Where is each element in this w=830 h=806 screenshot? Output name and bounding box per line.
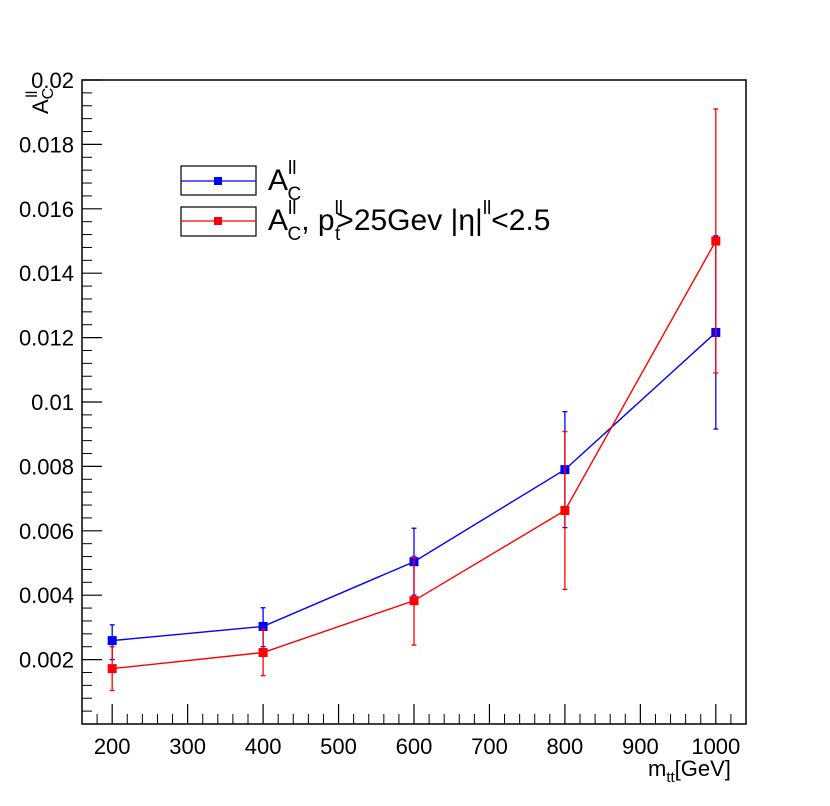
- x-axis-title: mtt[GeV]: [648, 756, 731, 786]
- y-tick-label: 0.018: [19, 132, 74, 157]
- legend-entry-red: All C, pll t>25Gev |η|ll<2.5: [180, 198, 551, 245]
- legend-red-rest: , p: [301, 204, 334, 237]
- data-point-red: [711, 236, 721, 246]
- axis-ticks: [81, 79, 747, 724]
- y-tick-label: 0.01: [31, 390, 74, 415]
- x-axis-title-main: m: [648, 756, 666, 781]
- data-point-red: [409, 596, 419, 606]
- x-tick-label: 800: [547, 734, 584, 759]
- y-tick-label: 0.012: [19, 326, 74, 351]
- legend-red-sub: C: [287, 224, 301, 245]
- x-tick-label: 400: [245, 734, 282, 759]
- y-tick-label: 0.006: [19, 519, 74, 544]
- legend: All C All C, pll t>25Gev |η|ll<2.5: [180, 158, 551, 245]
- x-axis-title-suffix: [GeV]: [675, 756, 731, 781]
- y-tick-label: 0.008: [19, 454, 74, 479]
- y-tick-label: 0.016: [19, 197, 74, 222]
- y-tick-label: 0.002: [19, 648, 74, 673]
- y-axis-title-sub: C: [40, 88, 57, 100]
- legend-label-red: All C, pll t>25Gev |η|ll<2.5: [268, 198, 551, 245]
- legend-marker-red: [214, 217, 222, 225]
- legend-red-main: A: [268, 204, 288, 237]
- y-tick-label: 0.02: [31, 68, 74, 93]
- legend-red-rest2-sup: ll: [483, 198, 491, 219]
- legend-red-sup: ll: [288, 198, 296, 219]
- legend-marker-blue: [214, 177, 222, 185]
- legend-red-rest-sub: t: [335, 224, 341, 245]
- data-point-blue: [258, 621, 268, 631]
- y-axis-title-sup: ll: [24, 91, 41, 98]
- x-tick-label: 700: [471, 734, 508, 759]
- x-axis-title-sub: tt: [666, 769, 675, 786]
- legend-blue-sup: ll: [288, 158, 296, 179]
- legend-blue-main: A: [268, 164, 288, 197]
- y-tick-labels: 0.002 0.004 0.006 0.008 0.01 0.012 0.014 0.016 0…: [19, 68, 74, 673]
- x-tick-label: 600: [396, 734, 433, 759]
- legend-red-rest3: <2.5: [491, 204, 550, 237]
- data-point-red: [107, 664, 117, 674]
- data-point-blue: [107, 636, 117, 646]
- legend-red-rest-sup: ll: [335, 198, 343, 219]
- data-point-red: [258, 648, 268, 658]
- legend-entry-blue: All C: [180, 158, 301, 205]
- legend-label-blue: All C: [268, 158, 301, 205]
- x-tick-label: 1000: [691, 734, 740, 759]
- x-tick-labels: 200 300 400 500 600 700 800 900 1000: [94, 734, 740, 759]
- x-tick-label: 300: [169, 734, 206, 759]
- legend-red-rest2: >25Gev |η|: [336, 204, 483, 237]
- y-tick-label: 0.014: [19, 261, 74, 286]
- series-layer: [107, 108, 721, 692]
- legend-blue-sub: C: [287, 184, 301, 205]
- y-axis-title: ACll: [24, 88, 57, 114]
- x-tick-label: 900: [622, 734, 659, 759]
- x-tick-label: 500: [320, 734, 357, 759]
- svg-text:ACll: ACll: [24, 88, 57, 114]
- series-red: [107, 108, 721, 692]
- y-tick-label: 0.004: [19, 583, 74, 608]
- data-point-red: [560, 506, 570, 516]
- x-tick-label: 200: [94, 734, 131, 759]
- y-axis-title-main: A: [28, 99, 53, 114]
